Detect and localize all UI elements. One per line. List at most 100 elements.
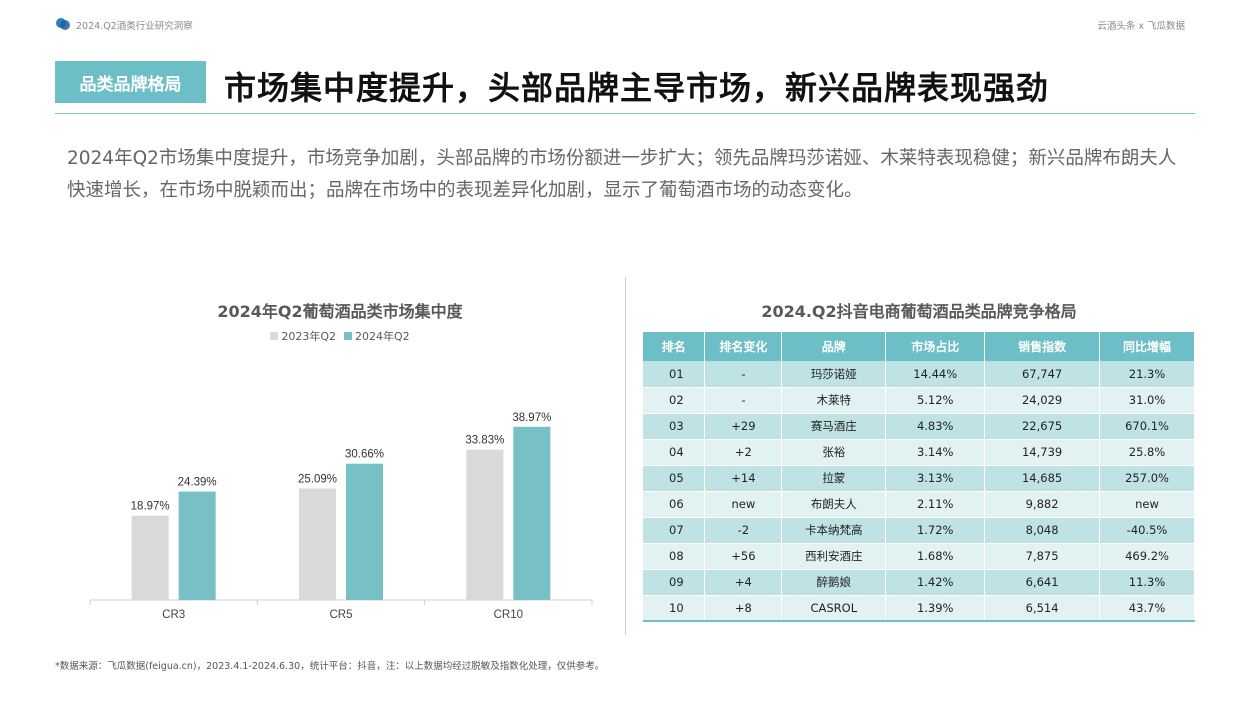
cell-sales-index: 6,514 xyxy=(984,595,1101,622)
cell-brand: 赛马酒庄 xyxy=(781,413,887,440)
cell-market-share: 1.72% xyxy=(885,517,986,544)
data-label: 25.09% xyxy=(298,473,337,485)
cell-yoy-growth: 43.7% xyxy=(1099,595,1195,622)
bar-cr10-series-0 xyxy=(466,449,504,600)
concentration-bar-chart: 18.97% 24.39% CR3 25.09% 30.66% CR5 33.83% 38.9… xyxy=(89,412,593,621)
bar-cr3-series-0 xyxy=(131,515,169,600)
cell-sales-index: 22,675 xyxy=(984,413,1101,440)
data-label: 18.97% xyxy=(131,501,170,513)
cell-market-share: 1.68% xyxy=(885,543,986,570)
bar-cr5-series-0 xyxy=(299,488,336,600)
legend-label-2023: 2023年Q2 xyxy=(281,330,336,343)
table-header-row: 排名 排名变化 品牌 市场占比 销售指数 同比增幅 xyxy=(643,332,1195,361)
cell-rank: 09 xyxy=(643,569,706,596)
cell-rank-change: +56 xyxy=(704,543,783,570)
cell-rank: 07 xyxy=(643,517,706,544)
cell-sales-index: 14,739 xyxy=(984,439,1101,466)
table-row: 02- 木莱特 5.12% 24,029 31.0% xyxy=(643,387,1195,414)
legend-swatch-2023 xyxy=(270,332,279,340)
col-header-sales-index: 销售指数 xyxy=(984,332,1101,361)
table-row: 04 +2 张裕 3.14% 14,739 25.8% xyxy=(643,439,1195,466)
cell-rank: 02 xyxy=(643,387,706,414)
publisher-credit: 云酒头条 x 飞瓜数据 xyxy=(1097,21,1185,32)
bar-cr10-series-1 xyxy=(513,426,551,600)
cell-rank: 01 xyxy=(643,361,706,388)
cell-brand: 醉鹅娘 xyxy=(781,569,887,596)
title-divider xyxy=(55,113,1195,114)
cell-sales-index: 7,875 xyxy=(984,543,1101,570)
brand-ranking-table: 排名 排名变化 品牌 市场占比 销售指数 同比增幅 01- 玛莎诺娅 14.44% 6… xyxy=(643,332,1195,622)
cell-rank: 06 xyxy=(643,491,706,518)
cell-brand: 张裕 xyxy=(781,439,887,466)
table-row: 05 +14 拉蒙 3.13% 14,685 257.0% xyxy=(643,465,1195,492)
col-header-brand: 品牌 xyxy=(781,332,887,361)
cell-rank: 08 xyxy=(643,543,706,570)
cell-yoy-growth: 469.2% xyxy=(1099,543,1195,570)
brand-logo-icon xyxy=(56,18,70,30)
col-header-rank-change: 排名变化 xyxy=(704,332,783,361)
cell-rank-change: +4 xyxy=(704,569,783,596)
data-label: 30.66% xyxy=(345,449,384,461)
cell-rank: 04 xyxy=(643,439,706,466)
bar-cr5-series-1 xyxy=(346,463,383,600)
cell-rank: 10 xyxy=(643,595,706,622)
table-row: 06 new 布朗夫人 2.11% 9,882 new xyxy=(643,491,1195,518)
report-title: 2024.Q2酒类行业研究洞察 xyxy=(76,21,193,32)
cell-rank-change: +14 xyxy=(704,465,783,492)
col-header-yoy-growth: 同比增幅 xyxy=(1099,332,1195,361)
legend-swatch-2024 xyxy=(344,332,352,340)
cell-rank: 05 xyxy=(643,465,706,492)
column-divider xyxy=(625,277,626,635)
table-row: 01- 玛莎诺娅 14.44% 67,747 21.3% xyxy=(643,361,1195,388)
cell-brand: CASROL xyxy=(781,595,887,622)
cell-rank: 03 xyxy=(643,413,706,440)
cell-market-share: 1.39% xyxy=(885,595,986,622)
cell-yoy-growth: -40.5% xyxy=(1099,517,1195,544)
cell-rank-change: - xyxy=(704,361,783,388)
x-tick-label: CR5 xyxy=(329,609,352,621)
cell-market-share: 4.83% xyxy=(885,413,986,440)
cell-brand: 拉蒙 xyxy=(781,465,887,492)
cell-yoy-growth: 25.8% xyxy=(1099,439,1195,466)
summary-text: 2024年Q2市场集中度提升，市场竞争加剧，头部品牌的市场份额进一步扩大；领先品… xyxy=(67,148,1177,201)
cell-rank-change: - xyxy=(704,387,783,414)
legend-item-2023: 2023年Q2 xyxy=(270,328,336,344)
cell-rank-change: new xyxy=(704,491,783,518)
cell-market-share: 3.14% xyxy=(885,439,986,466)
data-source-footnote: *数据来源：飞瓜数据(feigua.cn)，2023.4.1-2024.6.30… xyxy=(55,661,605,672)
section-tag: 品类品牌格局 xyxy=(55,61,206,103)
legend-item-2024: 2024年Q2 xyxy=(344,328,410,344)
cell-yoy-growth: new xyxy=(1099,491,1195,518)
table-row: 10 +8 CASROL 1.39% 6,514 43.7% xyxy=(643,595,1195,622)
cell-rank-change: +2 xyxy=(704,439,783,466)
data-label: 38.97% xyxy=(512,412,551,424)
cell-yoy-growth: 11.3% xyxy=(1099,569,1195,596)
table-row: 07 -2 卡本纳梵高 1.72% 8,048 -40.5% xyxy=(643,517,1195,544)
chart-title: 2024年Q2葡萄酒品类市场集中度 xyxy=(217,302,463,321)
cell-rank-change: +8 xyxy=(704,595,783,622)
cell-yoy-growth: 31.0% xyxy=(1099,387,1195,414)
cell-sales-index: 14,685 xyxy=(984,465,1101,492)
x-tick-label: CR10 xyxy=(494,609,523,621)
chart-legend: 2023年Q2 2024年Q2 xyxy=(90,328,590,344)
cell-rank-change: +29 xyxy=(704,413,783,440)
cell-brand: 木莱特 xyxy=(781,387,887,414)
cell-yoy-growth: 670.1% xyxy=(1099,413,1195,440)
x-tick-label: CR3 xyxy=(162,609,185,621)
table-row: 03 +29 赛马酒庄 4.83% 22,675 670.1% xyxy=(643,413,1195,440)
legend-label-2024: 2024年Q2 xyxy=(355,330,410,343)
cell-market-share: 5.12% xyxy=(885,387,986,414)
cell-yoy-growth: 257.0% xyxy=(1099,465,1195,492)
cell-sales-index: 67,747 xyxy=(984,361,1101,388)
cell-brand: 卡本纳梵高 xyxy=(781,517,887,544)
cell-sales-index: 24,029 xyxy=(984,387,1101,414)
cell-market-share: 3.13% xyxy=(885,465,986,492)
col-header-rank: 排名 xyxy=(643,332,706,361)
cell-yoy-growth: 21.3% xyxy=(1099,361,1195,388)
data-label: 24.39% xyxy=(178,477,217,489)
cell-sales-index: 9,882 xyxy=(984,491,1101,518)
top-bar: 2024.Q2酒类行业研究洞察 云酒头条 x 飞瓜数据 xyxy=(0,0,1250,40)
cell-rank-change: -2 xyxy=(704,517,783,544)
page-title: 市场集中度提升，头部品牌主导市场，新兴品牌表现强劲 xyxy=(224,69,1050,107)
cell-sales-index: 6,641 xyxy=(984,569,1101,596)
